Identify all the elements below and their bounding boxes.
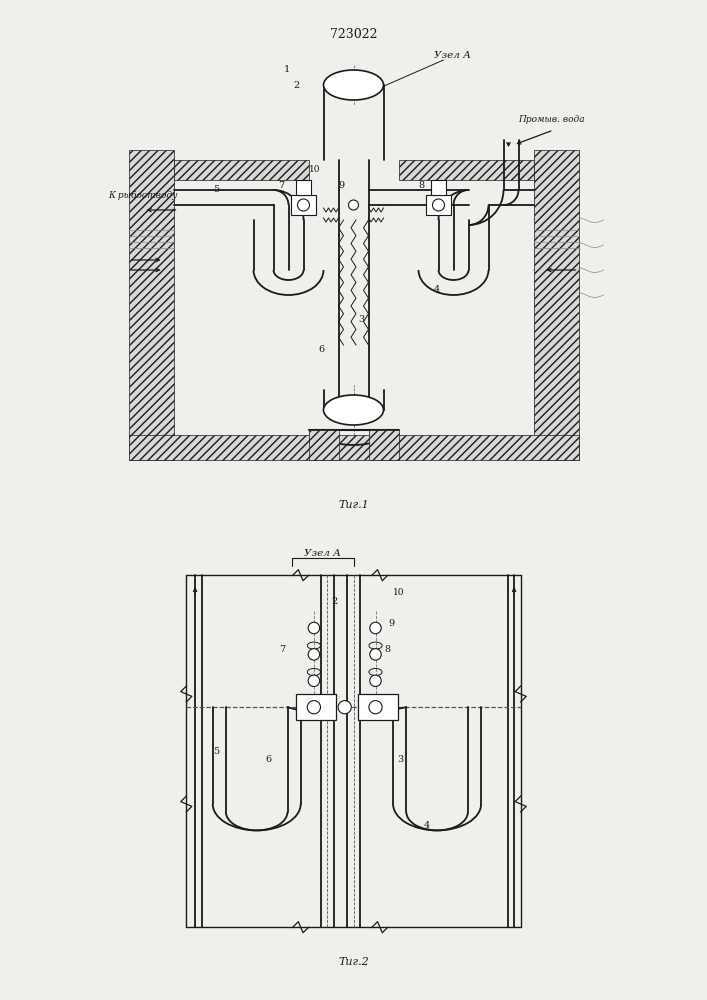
Text: 6: 6 (318, 346, 325, 355)
Text: 9: 9 (389, 619, 395, 628)
Circle shape (308, 701, 320, 714)
Circle shape (369, 701, 382, 714)
Text: 9: 9 (339, 180, 344, 190)
Bar (296, 694, 336, 720)
Circle shape (370, 649, 381, 660)
Bar (534, 150, 578, 460)
Text: 7: 7 (279, 646, 285, 654)
Text: Узел А: Узел А (433, 50, 470, 60)
Text: 2: 2 (332, 597, 338, 606)
Bar (296, 180, 311, 195)
Ellipse shape (324, 395, 383, 425)
Bar (431, 180, 446, 195)
Text: Узел А: Узел А (304, 549, 341, 558)
Bar (358, 694, 397, 720)
Bar (129, 150, 173, 460)
Bar (399, 160, 534, 180)
Circle shape (433, 199, 445, 211)
Text: 10: 10 (393, 588, 404, 597)
Text: 3: 3 (358, 316, 365, 324)
Ellipse shape (324, 70, 383, 100)
Text: 8: 8 (385, 646, 390, 654)
Text: Τиг.2: Τиг.2 (338, 957, 369, 967)
Text: Промыв. вода: Промыв. вода (518, 115, 585, 124)
Bar (308, 430, 339, 460)
Bar (129, 435, 578, 460)
Circle shape (308, 622, 320, 634)
Text: 5: 5 (213, 747, 219, 756)
Bar (173, 160, 308, 180)
Circle shape (349, 200, 358, 210)
Text: 7: 7 (279, 180, 285, 190)
Text: 1: 1 (284, 66, 290, 75)
Bar (291, 195, 316, 215)
Circle shape (370, 622, 381, 634)
Text: 4: 4 (433, 286, 440, 294)
Circle shape (308, 675, 320, 687)
Text: 8: 8 (419, 180, 425, 190)
Circle shape (308, 649, 320, 660)
Text: 10: 10 (308, 165, 320, 174)
Text: К рыбоотводу: К рыбоотводу (108, 190, 178, 200)
Text: 5: 5 (214, 186, 220, 194)
Circle shape (338, 701, 351, 714)
Bar (368, 430, 399, 460)
Text: Τиг.1: Τиг.1 (338, 500, 369, 510)
Circle shape (370, 675, 381, 687)
Circle shape (298, 199, 310, 211)
Text: 723022: 723022 (329, 28, 378, 41)
Text: 3: 3 (397, 756, 404, 764)
Bar (426, 195, 451, 215)
Text: 6: 6 (266, 756, 271, 764)
Text: 4: 4 (424, 822, 430, 830)
Text: 2: 2 (293, 81, 300, 90)
